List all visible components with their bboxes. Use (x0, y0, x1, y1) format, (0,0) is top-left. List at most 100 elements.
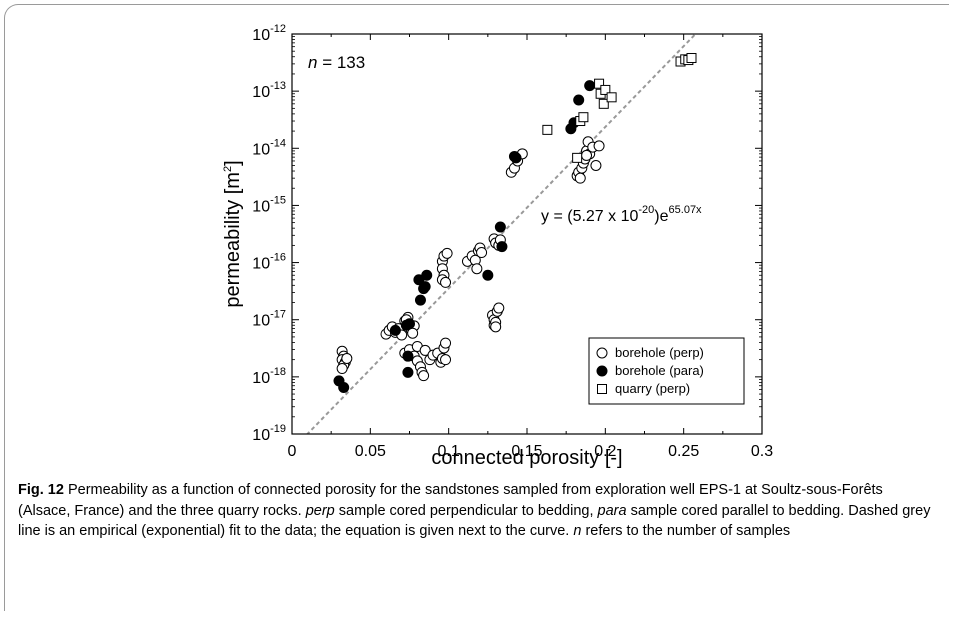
point-quarry-perp (542, 124, 553, 135)
point-borehole-para (402, 366, 414, 378)
legend-label-borehole-perp: borehole (perp) (615, 345, 704, 360)
point-quarry-perp (600, 84, 611, 95)
fit-equation: y = (5.27 x 10-20)e65.07x (541, 204, 702, 225)
y-tick-exponent: -14 (270, 137, 286, 149)
scatter-chart: 0 0.05 0.1 0.15 0.2 0.25 0.3 10-1910-1810-1710… (222, 23, 773, 469)
point-borehole-perp (440, 354, 452, 366)
x-tick-label: 0.05 (355, 443, 386, 460)
y-tick-label: 10-13 (252, 80, 286, 101)
point-borehole-perp (341, 352, 353, 364)
caption-italic-term: para (597, 502, 627, 519)
sample-count-value: = 133 (317, 53, 365, 72)
y-tick-label: 10-17 (252, 309, 286, 330)
point-borehole-para (584, 80, 596, 92)
point-quarry-perp (594, 78, 605, 89)
x-tick-label: 0.2 (594, 443, 616, 460)
legend-marker-open-square (597, 384, 607, 394)
point-borehole-para (494, 221, 506, 233)
point-borehole-para (421, 269, 433, 281)
caption-italic-term: perp (305, 502, 335, 519)
x-axis: 0 0.05 0.1 0.15 0.2 0.25 0.3 (288, 34, 773, 460)
caption-italic-term: n (573, 523, 582, 539)
y-tick-label: 10-19 (252, 423, 286, 444)
x-tick-label: 0.1 (438, 443, 460, 460)
caption-text-segment: sample cored parallel to bedding. Dashed… (18, 502, 931, 540)
point-borehole-perp (593, 140, 605, 152)
point-borehole-perp (581, 149, 593, 161)
y-tick-base: 10 (252, 256, 270, 273)
point-borehole-para (482, 269, 494, 281)
point-borehole-para (338, 382, 350, 394)
figure-number: Fig. 12 (18, 482, 64, 498)
y-tick-exponent: -17 (270, 309, 286, 321)
point-quarry-perp (572, 152, 583, 163)
sample-count-label: n = 133 (308, 53, 365, 72)
point-borehole-perp (336, 363, 348, 375)
point-borehole-perp (476, 247, 488, 259)
sample-count-n: n (308, 53, 317, 72)
y-tick-base: 10 (252, 84, 270, 101)
y-tick-exponent: -15 (270, 194, 286, 206)
point-quarry-perp (606, 92, 617, 103)
x-tick-label: 0 (288, 443, 297, 460)
point-borehole-perp (490, 321, 502, 333)
point-borehole-para (419, 281, 431, 293)
y-axis-label-base: permeability [m (222, 172, 244, 308)
x-tick-label: 0.3 (751, 443, 773, 460)
legend: borehole (perp) borehole (para) quarry (… (588, 337, 745, 405)
y-tick-label: 10-16 (252, 252, 286, 273)
x-tick-label: 0.15 (511, 443, 542, 460)
point-borehole-para (389, 324, 401, 336)
fit-equation-exp-d: 65.07x (669, 204, 703, 216)
y-tick-base: 10 (252, 370, 270, 387)
y-tick-base: 10 (252, 27, 270, 44)
fit-equation-part-c: )e (654, 208, 668, 225)
caption-text-segment: sample cored perpendicular to bedding, (334, 502, 598, 519)
legend-label-quarry-perp: quarry (perp) (615, 381, 690, 396)
point-borehole-para (404, 318, 415, 330)
point-borehole-para (402, 350, 414, 362)
legend-marker-filled-circle (596, 365, 608, 377)
y-tick-label: 10-15 (252, 194, 286, 215)
point-borehole-perp (440, 337, 452, 349)
y-tick-label: 10-18 (252, 366, 286, 387)
y-axis-label-end: ] (222, 160, 244, 166)
y-tick-label: 10-12 (252, 23, 286, 44)
legend-marker-open-circle (596, 347, 608, 359)
figure-caption: Fig. 12 Permeability as a function of co… (18, 480, 938, 542)
y-tick-base: 10 (252, 313, 270, 330)
x-axis-label: connected porosity [-] (431, 447, 622, 469)
y-tick-exponent: -12 (270, 23, 286, 35)
y-tick-exponent: -16 (270, 252, 286, 264)
point-borehole-para (573, 94, 585, 106)
point-quarry-perp (598, 98, 609, 109)
y-tick-base: 10 (252, 141, 270, 158)
point-borehole-para (510, 152, 522, 164)
figure-frame (4, 4, 949, 611)
legend-label-borehole-para: borehole (para) (615, 363, 704, 378)
x-tick-label: 0.25 (668, 443, 699, 460)
point-borehole-perp (590, 159, 602, 171)
y-axis-label: permeability [m2] (222, 160, 244, 307)
point-borehole-para (414, 294, 426, 306)
y-tick-exponent: -13 (270, 80, 286, 92)
y-axis-label-sup: 2 (222, 166, 234, 172)
point-borehole-perp (493, 302, 505, 314)
y-tick-base: 10 (252, 198, 270, 215)
point-borehole-perp (441, 247, 453, 259)
y-tick-base: 10 (252, 427, 270, 444)
point-borehole-perp (440, 276, 452, 288)
caption-text: Permeability as a function of connected … (18, 482, 930, 539)
y-tick-exponent: -18 (270, 366, 286, 378)
point-borehole-perp (471, 263, 483, 275)
point-quarry-perp (578, 112, 589, 123)
point-borehole-perp (574, 172, 586, 184)
point-borehole-perp (418, 370, 430, 382)
legend-box (588, 337, 745, 405)
caption-text-segment: refers to the number of samples (581, 523, 791, 539)
y-tick-exponent: -19 (270, 423, 286, 435)
fit-equation-exp-b: -20 (638, 204, 654, 216)
fit-equation-part-a: y = (5.27 x 10 (541, 208, 638, 225)
data-points (333, 53, 697, 394)
